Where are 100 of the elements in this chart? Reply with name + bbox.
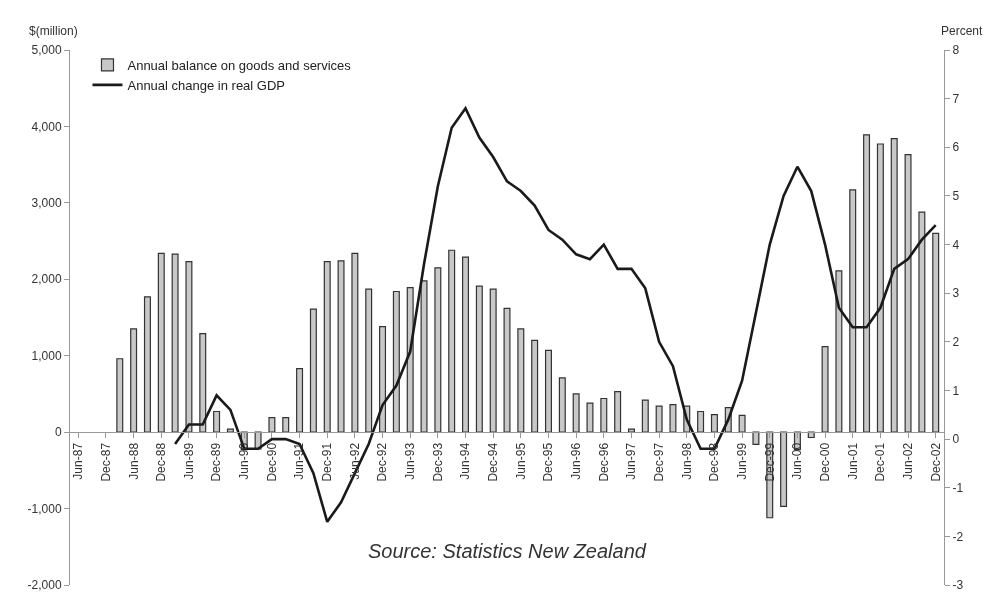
x-tick-label: Dec-92 <box>375 442 390 482</box>
bar <box>392 290 400 433</box>
legend-label: Annual change in real GDP <box>127 77 286 93</box>
y2-tick-label: 3 <box>952 286 960 301</box>
x-tick-label: Dec-89 <box>209 442 224 482</box>
x-tick-label: Jun-94 <box>458 442 473 480</box>
bar <box>296 368 304 433</box>
y2-tick-label: 5 <box>952 189 960 204</box>
bar <box>932 232 940 433</box>
bar <box>323 261 331 433</box>
bar <box>448 249 456 433</box>
y2-tick-label: 6 <box>952 140 960 155</box>
bar <box>351 252 359 433</box>
bar <box>641 399 649 433</box>
bar <box>697 410 705 433</box>
bar <box>531 339 539 433</box>
bar <box>600 397 608 433</box>
x-tick-label: Jun-95 <box>513 442 528 480</box>
x-tick-label: Jun-96 <box>569 442 584 480</box>
bar <box>890 138 898 433</box>
bar <box>807 431 815 439</box>
y-tick-label: 3,000 <box>31 196 62 211</box>
bar <box>185 261 193 433</box>
bar <box>614 391 622 433</box>
annotation: Source: Statistics New Zealand <box>368 540 647 562</box>
x-tick-label: Jun-88 <box>126 442 141 480</box>
x-tick-label: Dec-88 <box>154 442 169 482</box>
y2-tick-label: 1 <box>952 383 960 398</box>
bar <box>710 413 718 433</box>
bar <box>268 417 276 433</box>
bar <box>544 349 552 433</box>
bar <box>572 393 580 433</box>
bar <box>337 260 345 433</box>
y-tick-label: 1,000 <box>31 348 62 363</box>
bar <box>365 288 373 433</box>
y-tick-label: 0 <box>54 425 62 440</box>
bar <box>213 410 221 433</box>
y-tick-label: 5,000 <box>31 43 62 58</box>
y-tick-label: -2,000 <box>27 578 62 593</box>
y2-tick-label: -3 <box>952 578 964 593</box>
x-tick-label: Dec-90 <box>264 442 279 482</box>
bar <box>586 402 594 433</box>
x-tick-label: Jun-89 <box>181 442 196 480</box>
bar <box>462 256 470 433</box>
bar <box>849 189 857 433</box>
bar <box>835 270 843 433</box>
bar <box>821 345 829 433</box>
y2-tick-label: 4 <box>952 237 960 252</box>
x-tick-label: Dec-91 <box>320 442 335 482</box>
bar <box>904 154 912 433</box>
bar <box>434 267 442 433</box>
x-tick-label: Dec-96 <box>596 442 611 482</box>
bar <box>475 285 483 433</box>
bar <box>406 287 414 433</box>
x-tick-label: Dec-93 <box>430 442 445 482</box>
bar <box>489 288 497 433</box>
y2-tick-label: -2 <box>952 529 964 544</box>
bar <box>780 431 788 507</box>
bar <box>669 404 677 433</box>
y2-tick-label: 8 <box>952 43 960 58</box>
bar <box>918 211 926 433</box>
x-tick-label: Jun-99 <box>734 442 749 480</box>
y-tick-label: -1,000 <box>27 501 62 516</box>
x-tick-label: Dec-02 <box>928 442 943 482</box>
bar <box>420 280 428 433</box>
y2-tick-label: -1 <box>952 480 964 495</box>
bar <box>130 328 138 433</box>
x-tick-label: Jun-01 <box>845 442 860 480</box>
bar <box>199 332 207 433</box>
bar <box>655 405 663 433</box>
bar <box>143 296 151 433</box>
bar <box>738 414 746 433</box>
x-tick-label: Jun-87 <box>71 442 86 480</box>
x-tick-label: Jun-93 <box>403 442 418 480</box>
x-tick-label: Jun-98 <box>679 442 694 480</box>
bar <box>116 358 124 433</box>
x-tick-label: Dec-00 <box>817 442 832 482</box>
x-tick-label: Dec-95 <box>541 442 556 482</box>
x-tick-label: Dec-97 <box>652 442 667 482</box>
y2-tick-label: 0 <box>952 432 960 447</box>
bar <box>517 328 525 433</box>
y-axis-title: $(million) <box>29 24 78 38</box>
x-tick-label: Jun-97 <box>624 442 639 480</box>
bar <box>503 307 511 433</box>
x-tick-label: Dec-01 <box>873 442 888 482</box>
y2-axis-title: Percent <box>941 24 984 38</box>
x-tick-label: Jun-02 <box>900 442 915 480</box>
y-tick-label: 4,000 <box>31 119 62 134</box>
x-tick-label: Dec-99 <box>762 442 777 482</box>
bar <box>226 428 234 433</box>
bar <box>171 253 179 433</box>
legend-label: Annual balance on goods and services <box>127 58 352 74</box>
x-tick-label: Dec-87 <box>98 442 113 482</box>
y2-tick-label: 7 <box>952 91 960 106</box>
bar <box>558 377 566 433</box>
bar <box>157 252 165 433</box>
bar <box>752 431 760 445</box>
y2-tick-label: 2 <box>952 335 960 350</box>
bar <box>309 308 317 433</box>
bar <box>876 143 884 433</box>
